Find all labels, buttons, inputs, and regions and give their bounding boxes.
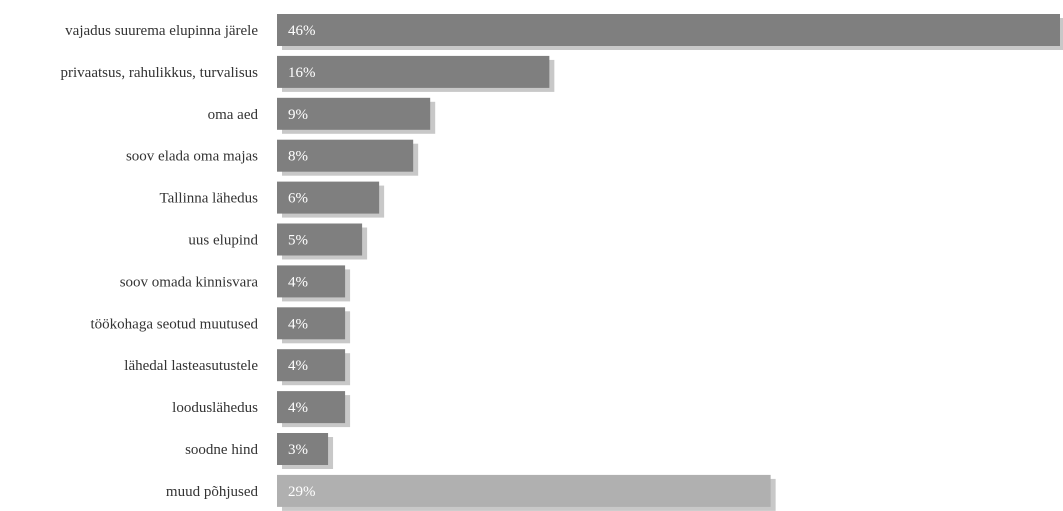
bar-group: 16% privaatsus, rahulikkus, turvalisus <box>61 55 555 92</box>
bar <box>277 97 431 130</box>
bar <box>277 391 346 424</box>
bar-value-label: 4% <box>288 400 308 416</box>
bar-value-label: 3% <box>288 442 308 458</box>
category-label: privaatsus, rahulikkus, turvalisus <box>61 65 259 81</box>
bar <box>277 223 363 256</box>
bar-group: 4% soov omada kinnisvara <box>120 265 351 302</box>
bar-group: 4% looduslähedus <box>172 391 351 428</box>
bar-value-label: 4% <box>288 358 308 374</box>
bar <box>277 265 346 298</box>
bar-value-label: 6% <box>288 191 308 207</box>
bar-group: 4% lähedal lasteasutustele <box>124 349 351 386</box>
category-label: oma aed <box>208 107 259 123</box>
category-label: looduslähedus <box>172 400 258 416</box>
category-label: Tallinna lähedus <box>159 191 258 207</box>
bar-value-label: 8% <box>288 149 308 165</box>
bar-group: 5% uus elupind <box>188 223 368 260</box>
bar-group: 29% muud põhjused <box>166 474 776 511</box>
bar-value-label: 46% <box>288 23 316 39</box>
bar <box>277 181 380 214</box>
category-label: töökohaga seotud muutused <box>91 316 259 332</box>
bar <box>277 474 771 507</box>
category-label: vajadus suurema elupinna järele <box>65 23 258 39</box>
bar <box>277 307 346 340</box>
bar <box>277 433 329 465</box>
bar-group: 9% oma aed <box>208 97 436 134</box>
bar-group: 4% töökohaga seotud muutused <box>91 307 351 344</box>
bar <box>277 55 550 88</box>
bar-value-label: 16% <box>288 65 316 81</box>
bar-value-label: 9% <box>288 107 308 123</box>
bar-value-label: 4% <box>288 316 308 332</box>
bar-group: 8% soov elada oma majas <box>126 139 419 176</box>
bar-group: 6% Tallinna lähedus <box>159 181 385 218</box>
bar <box>277 139 414 172</box>
bar <box>277 14 1060 46</box>
category-label: muud põhjused <box>166 484 259 500</box>
bar-value-label: 4% <box>288 274 308 290</box>
category-label: soov elada oma majas <box>126 149 258 165</box>
bar <box>277 349 346 382</box>
category-label: soov omada kinnisvara <box>120 274 259 290</box>
category-label: uus elupind <box>188 233 258 249</box>
bar-value-label: 5% <box>288 233 308 249</box>
category-label: soodne hind <box>185 442 258 458</box>
category-label: lähedal lasteasutustele <box>124 358 258 374</box>
bar-group: 46% vajadus suurema elupinna järele <box>65 14 1063 50</box>
bar-value-label: 29% <box>288 484 316 500</box>
bar-group: 3% soodne hind <box>185 433 334 469</box>
